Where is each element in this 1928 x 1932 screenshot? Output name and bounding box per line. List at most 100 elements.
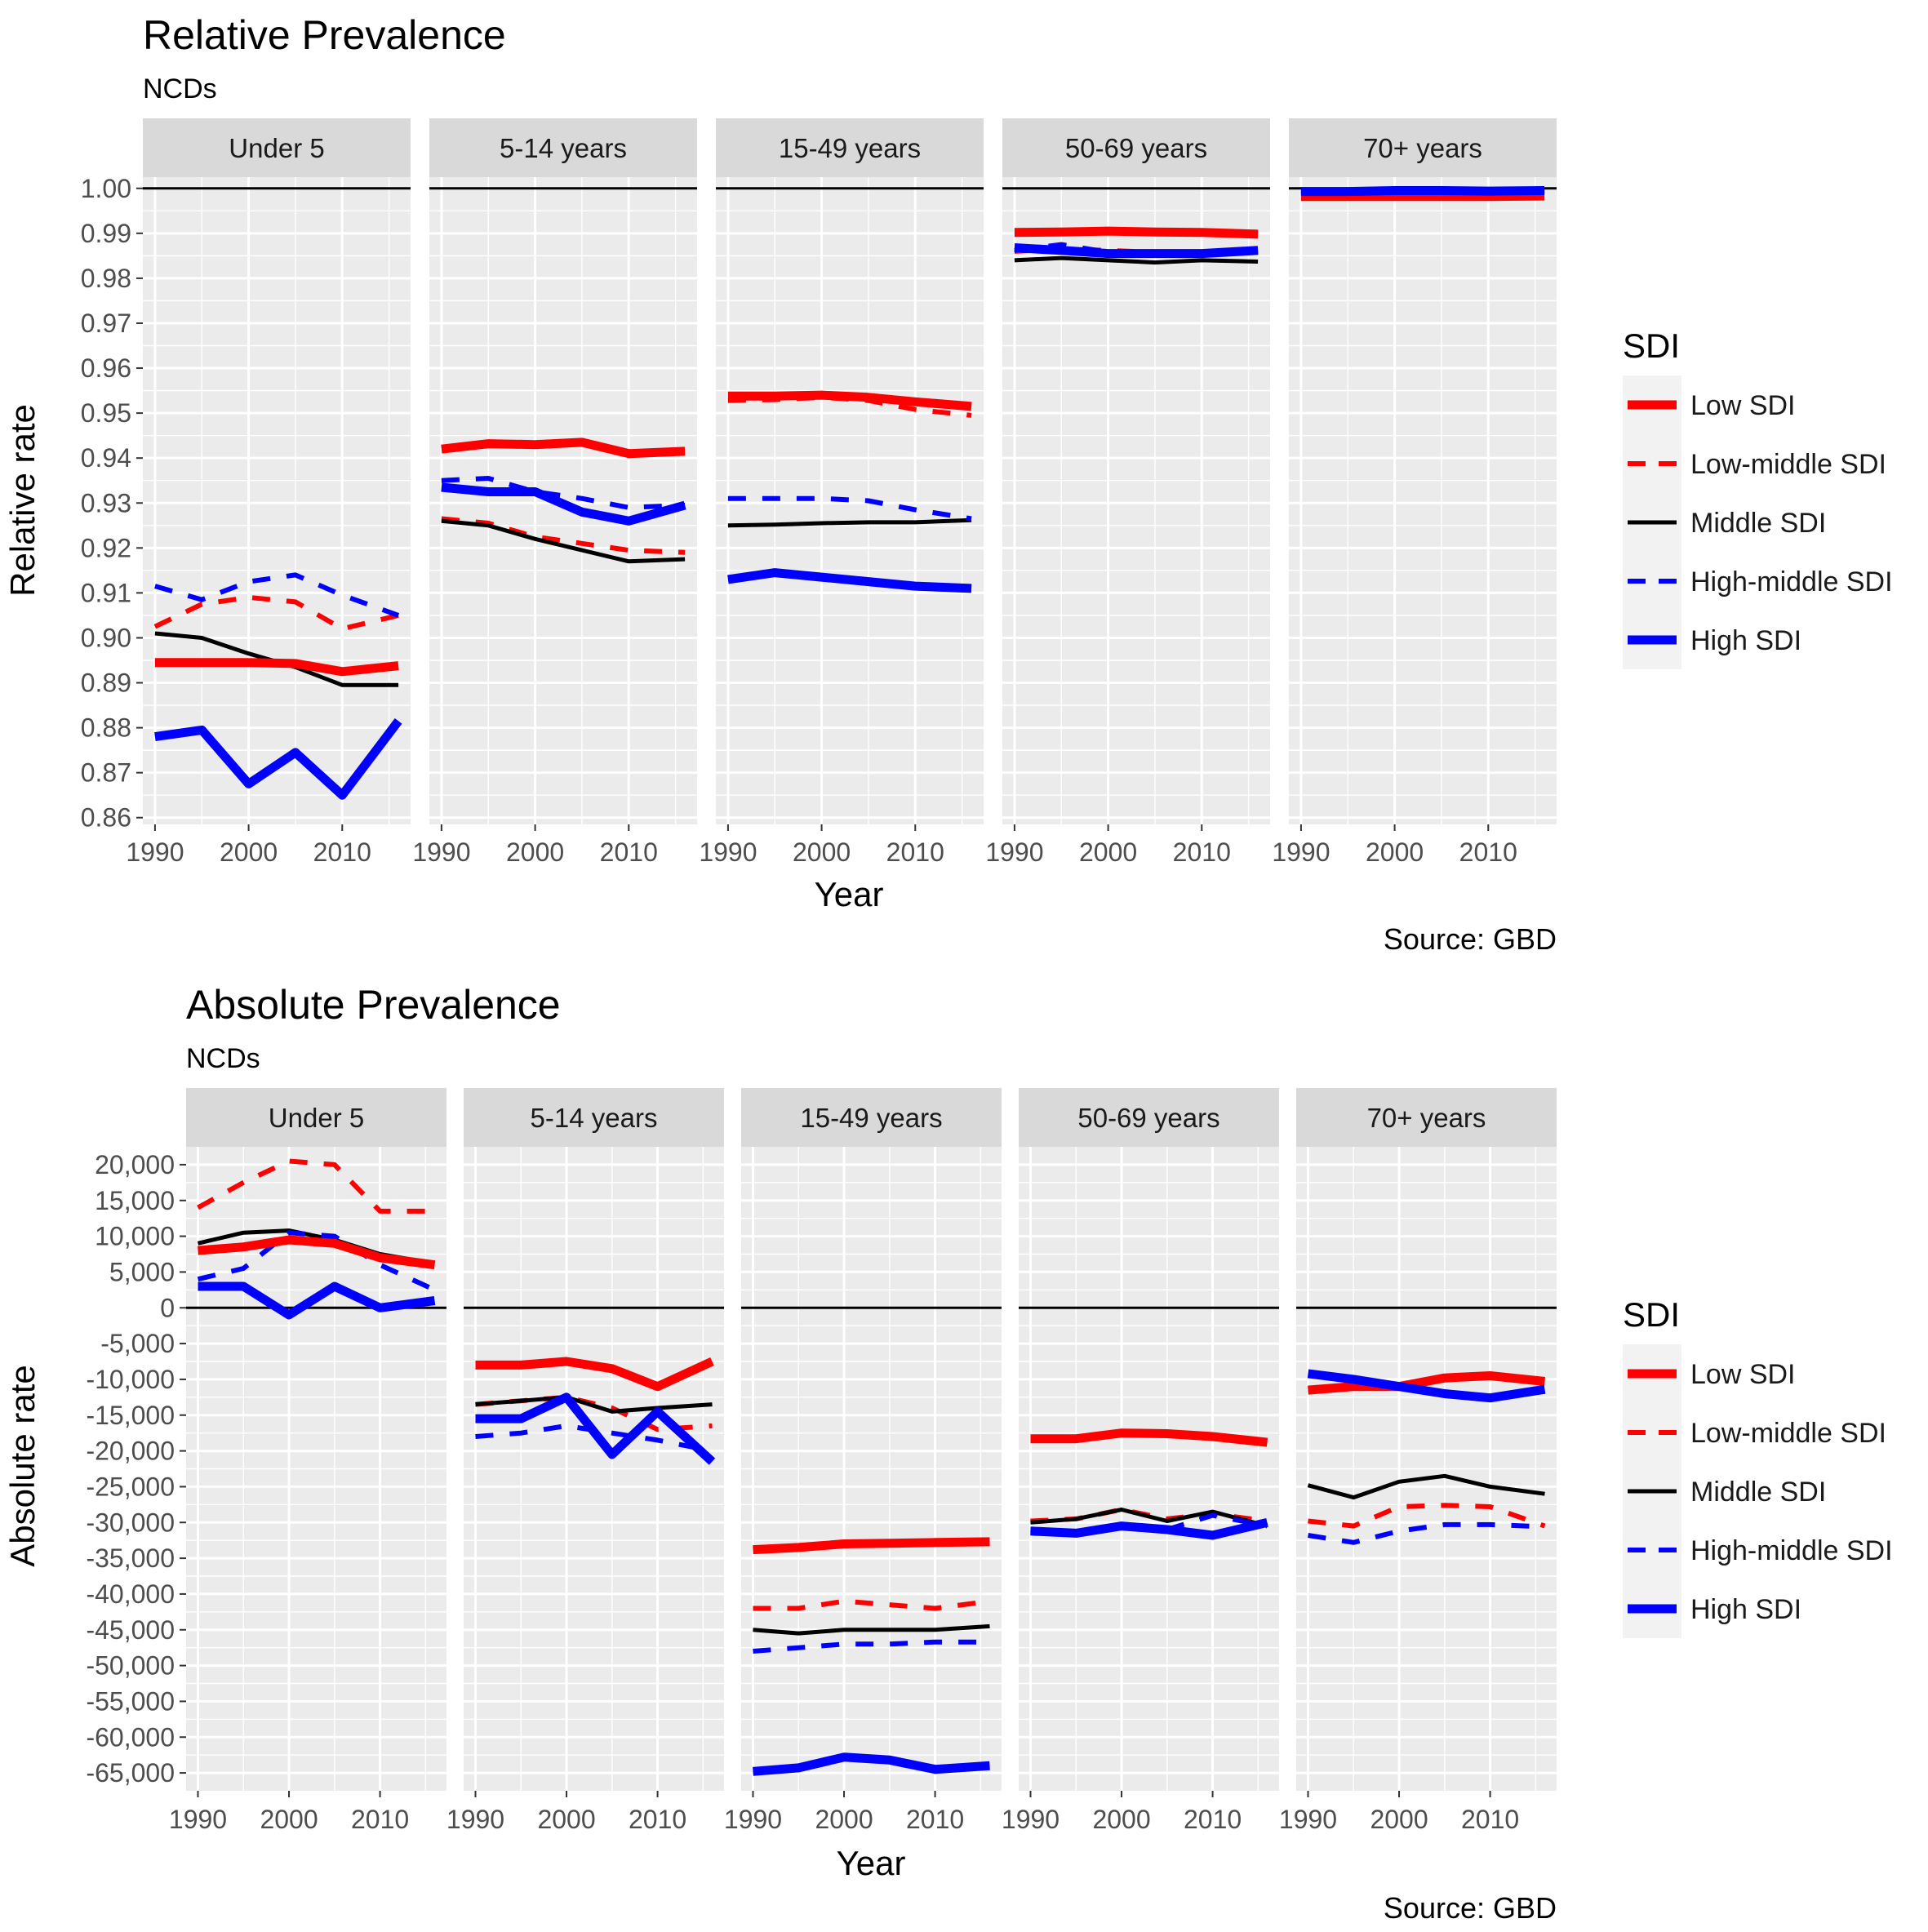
panel-label: 15-49 years	[800, 1103, 942, 1133]
legend-label: High SDI	[1690, 1594, 1801, 1625]
x-tick-label: 2010	[600, 837, 658, 867]
y-tick-label: 0.89	[81, 668, 131, 698]
x-tick-label: 2010	[313, 837, 371, 867]
series-line-high-sdi	[1030, 1517, 1268, 1540]
series-line-high-middle-sdi	[441, 476, 686, 510]
series-line-low-sdi	[727, 390, 972, 411]
legend-label: Low-middle SDI	[1690, 1418, 1886, 1449]
x-tick-label: 2000	[506, 837, 564, 867]
y-tick-label: -60,000	[86, 1722, 175, 1752]
y-tick-label: -50,000	[86, 1651, 175, 1681]
y-tick-label: -65,000	[86, 1758, 175, 1788]
panel-15-49-years: 15-49 years 1990 2000 2010	[724, 1088, 1002, 1834]
legend-label: Middle SDI	[1690, 1477, 1826, 1508]
y-tick-label: 20,000	[95, 1150, 175, 1179]
series-line-low-middle-sdi	[1308, 1503, 1546, 1529]
legend-label: High-middle SDI	[1690, 566, 1893, 597]
series-line-high-middle-sdi	[1308, 1521, 1545, 1545]
x-tick-label: 1990	[1002, 1805, 1060, 1834]
panel-strip	[1019, 1088, 1279, 1147]
y-tick-label: 0.98	[81, 264, 131, 293]
series-line-high-sdi	[154, 717, 402, 800]
y-tick-label: 0.96	[81, 353, 131, 383]
series-line-low-middle-sdi	[197, 1158, 435, 1214]
y-axis-title: Absolute rate	[3, 1365, 42, 1567]
series-line-middle-sdi	[1030, 1508, 1268, 1529]
series-line-high-sdi	[475, 1392, 716, 1465]
x-tick-label: 2010	[906, 1805, 964, 1834]
y-tick-label: -25,000	[86, 1472, 175, 1501]
series-line-middle-sdi	[441, 518, 686, 564]
series-line-low-sdi	[1014, 226, 1259, 239]
legend: SDI Low SDI Low-middle SDI Middle SDI High-m…	[1623, 1295, 1893, 1638]
y-tick-label: 0.91	[81, 578, 131, 607]
legend-title: SDI	[1623, 326, 1680, 365]
series-line-low-sdi	[154, 658, 399, 677]
panel-label: 50-69 years	[1065, 133, 1207, 163]
y-tick-label: 0	[160, 1293, 175, 1322]
chart-absolute-prevalence: Absolute Prevalence NCDs -65,000 -60,000 -55…	[3, 982, 1893, 1925]
panel-label: 5-14 years	[531, 1103, 658, 1133]
panel-15-49-years: 15-49 years 1990 2000 2010	[699, 118, 984, 867]
legend-title: SDI	[1623, 1295, 1680, 1334]
panel-strip	[741, 1088, 1002, 1147]
y-axis: -65,000 -60,000 -55,000 -50,000 -45,000 -40,0…	[86, 1150, 186, 1788]
x-tick-label: 2000	[1366, 837, 1424, 867]
x-tick-label: 1990	[1272, 837, 1330, 867]
x-tick-label: 1990	[699, 837, 757, 867]
x-tick-label: 2000	[793, 837, 851, 867]
x-tick-label: 2010	[1459, 837, 1517, 867]
x-tick-label: 2010	[1461, 1805, 1519, 1834]
series-line-high-sdi	[441, 482, 686, 526]
panel-strip	[1289, 118, 1557, 177]
panel-under-5: Under 5 1990 2000 2010	[126, 118, 411, 867]
x-tick-label: 1990	[412, 837, 470, 867]
series-line-high-sdi	[753, 1752, 990, 1776]
chart-title: Absolute Prevalence	[186, 982, 561, 1028]
x-tick-label: 1990	[446, 1805, 504, 1834]
panel-strip	[186, 1088, 446, 1147]
y-tick-label: 15,000	[95, 1186, 175, 1215]
series-line-low-middle-sdi	[753, 1598, 990, 1611]
legend-label: Low SDI	[1690, 1359, 1796, 1390]
series-line-middle-sdi	[475, 1395, 713, 1414]
x-tick-label: 1990	[724, 1805, 782, 1834]
chart-subtitle: NCDs	[143, 73, 217, 104]
x-tick-label: 2000	[1370, 1805, 1428, 1834]
panel-label: 15-49 years	[779, 133, 921, 163]
panel-under-5: Under 5 1990 2000 2010	[169, 1088, 446, 1834]
panel-50-69-years: 50-69 years 1990 2000 2010	[1002, 1088, 1279, 1834]
x-axis-title: Year	[837, 1844, 906, 1882]
y-tick-label: 10,000	[95, 1222, 175, 1251]
x-axis: 1990 2000 2010	[1002, 1791, 1242, 1834]
panel-label: 70+ years	[1363, 133, 1482, 163]
x-tick-label: 2000	[1079, 837, 1137, 867]
caption: Source: GBD	[1384, 1891, 1557, 1925]
y-tick-label: 0.95	[81, 398, 131, 428]
y-tick-label: 1.00	[81, 174, 131, 203]
series-line-middle-sdi	[727, 517, 972, 528]
panel-strip	[429, 118, 697, 177]
chart-subtitle: NCDs	[186, 1043, 260, 1074]
panel-grid	[143, 177, 411, 824]
legend-label: Middle SDI	[1690, 508, 1826, 539]
y-tick-label: 0.99	[81, 219, 131, 248]
y-tick-label: 0.97	[81, 309, 131, 338]
x-axis: 1990 2000 2010	[169, 1791, 409, 1834]
panel-background	[143, 177, 411, 824]
panel-50-69-years: 50-69 years 1990 2000 2010	[985, 118, 1270, 867]
x-tick-label: 1990	[1279, 1805, 1337, 1834]
series-line-low-sdi	[753, 1537, 990, 1555]
panel-grid	[741, 1147, 1002, 1791]
panel-5-14-years: 5-14 years 1990 2000 2010	[412, 118, 697, 867]
panel-strip	[143, 118, 411, 177]
panel-70-years: 70+ years 1990 2000 2010	[1272, 118, 1557, 867]
x-axis: 1990 2000 2010	[412, 824, 658, 867]
panel-strip	[1296, 1088, 1557, 1147]
y-tick-label: 0.92	[81, 533, 131, 562]
y-tick-label: 0.90	[81, 623, 131, 652]
x-axis: 1990 2000 2010	[699, 824, 944, 867]
series-line-high-sdi	[1307, 1369, 1546, 1403]
